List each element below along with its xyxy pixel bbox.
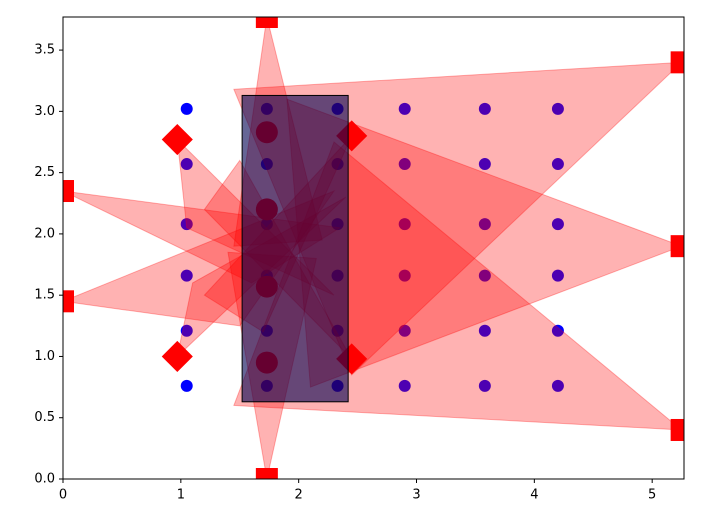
point bbox=[478, 269, 491, 282]
point bbox=[398, 158, 411, 171]
vertex-marker bbox=[63, 180, 74, 203]
point bbox=[398, 324, 411, 337]
point bbox=[180, 269, 193, 282]
point bbox=[478, 158, 491, 171]
vertex-marker bbox=[255, 468, 278, 479]
point bbox=[478, 102, 491, 115]
rectangle bbox=[241, 94, 349, 403]
point bbox=[478, 324, 491, 337]
point bbox=[180, 379, 193, 392]
y-tick-label: 1.5 bbox=[34, 288, 55, 303]
y-tick-label: 0.0 bbox=[34, 472, 55, 487]
vertex-marker bbox=[670, 418, 684, 441]
axes: 0 1 2 3 4 5 0.0 0.5 1.0 1.5 2.0 2.5 3.0 3.5 bbox=[34, 43, 656, 503]
x-tick-label: 1 bbox=[177, 488, 185, 503]
y-tick-label: 1.0 bbox=[34, 349, 55, 364]
vertex-marker bbox=[63, 290, 74, 313]
point bbox=[398, 269, 411, 282]
point bbox=[478, 379, 491, 392]
vertex-marker bbox=[670, 235, 684, 258]
x-tick-label: 2 bbox=[295, 488, 303, 503]
point bbox=[180, 158, 193, 171]
point bbox=[478, 218, 491, 231]
point bbox=[551, 324, 564, 337]
point bbox=[398, 102, 411, 115]
y-tick-label: 2.5 bbox=[34, 165, 55, 180]
point bbox=[180, 102, 193, 115]
plot-area bbox=[63, 17, 684, 479]
vertex-marker bbox=[670, 51, 684, 74]
point bbox=[551, 102, 564, 115]
point bbox=[551, 158, 564, 171]
vertex-marker bbox=[255, 17, 278, 28]
vertex-marker bbox=[161, 340, 193, 373]
point bbox=[551, 379, 564, 392]
x-tick-label: 3 bbox=[412, 488, 420, 503]
point bbox=[398, 218, 411, 231]
y-tick-label: 2.0 bbox=[34, 226, 55, 241]
point bbox=[180, 218, 193, 231]
x-tick-label: 5 bbox=[648, 488, 656, 503]
x-tick-label: 0 bbox=[59, 488, 67, 503]
y-tick-label: 3.0 bbox=[34, 104, 55, 119]
x-tick-label: 4 bbox=[530, 488, 538, 503]
vertex-marker bbox=[161, 123, 193, 156]
axes-frame bbox=[62, 16, 685, 480]
y-tick-label: 3.5 bbox=[34, 43, 55, 58]
point bbox=[180, 324, 193, 337]
point bbox=[398, 379, 411, 392]
point bbox=[551, 218, 564, 231]
point bbox=[551, 269, 564, 282]
y-tick-label: 0.5 bbox=[34, 410, 55, 425]
